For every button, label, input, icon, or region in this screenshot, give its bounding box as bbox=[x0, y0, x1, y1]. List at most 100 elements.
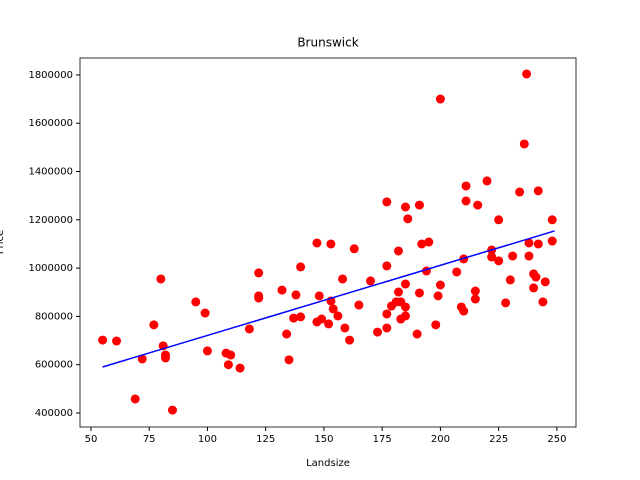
point bbox=[529, 283, 539, 293]
y-tick-label: 1600000 bbox=[28, 118, 73, 129]
point bbox=[349, 244, 359, 254]
point bbox=[382, 323, 392, 333]
point bbox=[435, 280, 445, 290]
point bbox=[382, 197, 392, 207]
point bbox=[524, 238, 534, 248]
point bbox=[338, 274, 348, 284]
point bbox=[547, 236, 557, 246]
point bbox=[200, 308, 210, 318]
y-tick-label: 800000 bbox=[35, 311, 73, 322]
point bbox=[226, 350, 236, 360]
x-tick-label: 50 bbox=[85, 434, 98, 445]
point bbox=[533, 239, 543, 249]
x-tick-label: 75 bbox=[143, 434, 156, 445]
point bbox=[333, 311, 343, 321]
point bbox=[296, 312, 306, 322]
point bbox=[538, 297, 548, 307]
point bbox=[400, 202, 410, 212]
point bbox=[167, 405, 177, 415]
point bbox=[282, 329, 292, 339]
point bbox=[531, 272, 541, 282]
point bbox=[130, 394, 140, 404]
point bbox=[414, 288, 424, 298]
point bbox=[414, 200, 424, 210]
plot-frame bbox=[79, 57, 577, 428]
point bbox=[459, 306, 469, 316]
point bbox=[473, 200, 483, 210]
point bbox=[519, 139, 529, 149]
y-axis-label: Price bbox=[0, 230, 6, 254]
point bbox=[400, 302, 410, 312]
point bbox=[433, 291, 443, 301]
point bbox=[431, 320, 441, 330]
point bbox=[508, 251, 518, 261]
x-tick-label: 250 bbox=[547, 434, 566, 445]
point bbox=[487, 252, 497, 262]
point bbox=[470, 294, 480, 304]
point bbox=[314, 291, 324, 301]
point bbox=[289, 313, 299, 323]
fit-line bbox=[102, 230, 555, 368]
x-axis-label: Landsize bbox=[306, 458, 350, 469]
y-tick-label: 1400000 bbox=[28, 167, 73, 178]
point bbox=[470, 286, 480, 296]
point bbox=[435, 94, 445, 104]
point bbox=[235, 363, 245, 373]
point bbox=[191, 297, 201, 307]
x-tick-label: 175 bbox=[373, 434, 392, 445]
point bbox=[505, 275, 515, 285]
y-tick-label: 600000 bbox=[35, 360, 73, 371]
point bbox=[547, 215, 557, 225]
point bbox=[461, 196, 471, 206]
point bbox=[328, 304, 338, 314]
point bbox=[254, 268, 264, 278]
point bbox=[137, 354, 147, 364]
point bbox=[501, 298, 511, 308]
point bbox=[452, 267, 462, 277]
point bbox=[202, 346, 212, 356]
y-tick-label: 1200000 bbox=[28, 215, 73, 226]
point bbox=[482, 176, 492, 186]
point bbox=[382, 261, 392, 271]
point bbox=[354, 300, 364, 310]
point bbox=[533, 186, 543, 196]
point bbox=[98, 335, 108, 345]
x-tick-label: 200 bbox=[431, 434, 450, 445]
point bbox=[424, 237, 434, 247]
point bbox=[254, 293, 264, 303]
point bbox=[291, 290, 301, 300]
y-tick-label: 400000 bbox=[35, 408, 73, 419]
point bbox=[400, 311, 410, 321]
point bbox=[317, 314, 327, 324]
point bbox=[400, 279, 410, 289]
point bbox=[324, 319, 334, 329]
point bbox=[515, 187, 525, 197]
point bbox=[161, 353, 171, 363]
x-tick-label: 150 bbox=[314, 434, 333, 445]
y-tick-label: 1800000 bbox=[28, 70, 73, 81]
point bbox=[366, 276, 376, 286]
point bbox=[494, 256, 504, 266]
point bbox=[393, 246, 403, 256]
y-tick-label: 1000000 bbox=[28, 263, 73, 274]
point bbox=[345, 335, 355, 345]
point bbox=[522, 69, 532, 79]
chart-title: Brunswick bbox=[297, 36, 358, 50]
point bbox=[524, 251, 534, 261]
point bbox=[284, 355, 294, 365]
point bbox=[461, 181, 471, 191]
point bbox=[340, 323, 350, 333]
point bbox=[312, 238, 322, 248]
point bbox=[412, 329, 422, 339]
point bbox=[149, 320, 159, 330]
point bbox=[540, 277, 550, 287]
point bbox=[382, 309, 392, 319]
point bbox=[326, 239, 336, 249]
x-tick-label: 125 bbox=[256, 434, 275, 445]
x-tick-label: 100 bbox=[198, 434, 217, 445]
point bbox=[156, 274, 166, 284]
x-tick-label: 225 bbox=[489, 434, 508, 445]
point bbox=[112, 336, 122, 346]
point bbox=[393, 287, 403, 297]
